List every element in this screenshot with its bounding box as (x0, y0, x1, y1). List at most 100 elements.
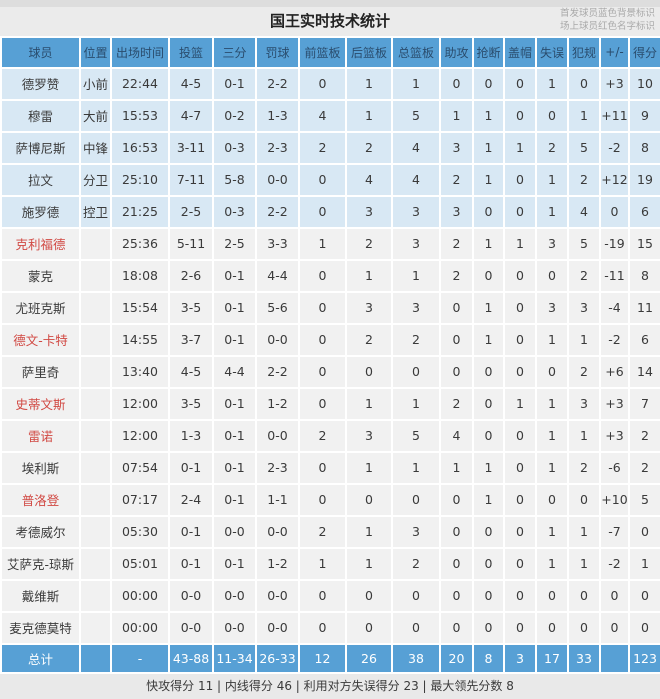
cell-three: 0-1 (212, 322, 257, 357)
cell-dreb: 2 (345, 226, 393, 261)
cell-blk: 1 (503, 226, 537, 261)
column-header-blk: 盖帽 (503, 35, 537, 69)
cell-stl: 1 (472, 290, 505, 325)
cell-position: 分卫 (79, 162, 112, 197)
cell-blk: 1 (503, 130, 537, 165)
cell-ast: 0 (439, 354, 474, 389)
cell-three: 4-4 (212, 354, 257, 389)
cell-position: 大前 (79, 98, 112, 133)
cell-ast: 2 (439, 162, 474, 197)
cell-plusminus: -4 (599, 290, 630, 325)
cell-pf: 2 (567, 162, 601, 197)
total-cell-ast: 20 (439, 642, 474, 674)
cell-fg: 3-5 (168, 290, 214, 325)
cell-tov: 1 (535, 418, 569, 453)
cell-blk: 0 (503, 578, 537, 613)
cell-ft: 0-0 (255, 514, 300, 549)
player-row: 麦克德莫特 00:00 0-0 0-0 0-0 0 0 0 0 0 0 0 0 0 0 (0, 610, 660, 645)
cell-tov: 0 (535, 610, 569, 645)
cell-tov: 0 (535, 482, 569, 517)
cell-blk: 0 (503, 98, 537, 133)
cell-player: 萨博尼斯 (0, 130, 81, 165)
cell-dreb: 0 (345, 354, 393, 389)
cell-blk: 0 (503, 322, 537, 357)
cell-fg: 0-1 (168, 450, 214, 485)
cell-pts: 14 (628, 354, 660, 389)
cell-plusminus: +3 (599, 386, 630, 421)
cell-dreb: 3 (345, 290, 393, 325)
legend-line-oncourt: 场上球员红色名字标识 (559, 20, 655, 32)
cell-pf: 3 (567, 290, 601, 325)
cell-stl: 1 (472, 98, 505, 133)
cell-plusminus: 0 (599, 610, 630, 645)
cell-ast: 0 (439, 66, 474, 101)
total-cell-pf: 33 (567, 642, 601, 674)
cell-ast: 2 (439, 226, 474, 261)
cell-player: 德文-卡特 (0, 322, 81, 357)
cell-pts: 1 (628, 546, 660, 581)
cell-pts: 0 (628, 578, 660, 613)
cell-fg: 2-5 (168, 194, 214, 229)
cell-stl: 1 (472, 322, 505, 357)
cell-treb: 3 (391, 290, 441, 325)
cell-player: 尤班克斯 (0, 290, 81, 325)
cell-treb: 1 (391, 66, 441, 101)
cell-oreb: 1 (298, 546, 347, 581)
cell-position (79, 226, 112, 261)
column-header-ft: 罚球 (255, 35, 300, 69)
cell-position (79, 482, 112, 517)
top-strip (0, 0, 660, 7)
cell-pts: 6 (628, 194, 660, 229)
cell-treb: 1 (391, 386, 441, 421)
cell-ast: 0 (439, 578, 474, 613)
total-cell-player: 总计 (0, 642, 81, 674)
cell-pts: 15 (628, 226, 660, 261)
cell-pts: 2 (628, 450, 660, 485)
column-header-ast: 助攻 (439, 35, 474, 69)
cell-tov: 1 (535, 546, 569, 581)
cell-pf: 5 (567, 226, 601, 261)
cell-fg: 3-7 (168, 322, 214, 357)
cell-tov: 1 (535, 514, 569, 549)
cell-three: 0-1 (212, 546, 257, 581)
cell-oreb: 0 (298, 482, 347, 517)
cell-pf: 5 (567, 130, 601, 165)
cell-treb: 1 (391, 450, 441, 485)
cell-minutes: 07:54 (110, 450, 170, 485)
cell-oreb: 0 (298, 162, 347, 197)
cell-minutes: 16:53 (110, 130, 170, 165)
cell-three: 2-5 (212, 226, 257, 261)
cell-stl: 0 (472, 354, 505, 389)
cell-pf: 2 (567, 450, 601, 485)
cell-treb: 2 (391, 322, 441, 357)
cell-three: 0-2 (212, 98, 257, 133)
cell-dreb: 2 (345, 130, 393, 165)
total-cell-pts: 123 (628, 642, 660, 674)
player-row: 普洛登 07:17 2-4 0-1 1-1 0 0 0 0 1 0 0 0 +10 5 (0, 482, 660, 517)
cell-dreb: 2 (345, 322, 393, 357)
cell-fg: 1-3 (168, 418, 214, 453)
cell-pf: 1 (567, 514, 601, 549)
cell-plusminus: -19 (599, 226, 630, 261)
cell-three: 0-1 (212, 418, 257, 453)
cell-blk: 0 (503, 354, 537, 389)
cell-pf: 3 (567, 386, 601, 421)
cell-fg: 4-7 (168, 98, 214, 133)
cell-three: 0-3 (212, 194, 257, 229)
cell-tov: 1 (535, 386, 569, 421)
cell-minutes: 15:54 (110, 290, 170, 325)
cell-oreb: 1 (298, 226, 347, 261)
total-cell-three: 11-34 (212, 642, 257, 674)
column-header-position: 位置 (79, 35, 112, 69)
cell-ft: 5-6 (255, 290, 300, 325)
column-header-tov: 失误 (535, 35, 569, 69)
cell-ast: 0 (439, 482, 474, 517)
cell-blk: 0 (503, 194, 537, 229)
cell-pf: 0 (567, 482, 601, 517)
cell-stl: 1 (472, 226, 505, 261)
cell-pts: 7 (628, 386, 660, 421)
cell-stl: 1 (472, 130, 505, 165)
table-header-row: 球员 位置 出场时间 投篮 三分 罚球 前篮板 后篮板 总篮板 助攻 抢断 盖帽 失误 犯规 +/- 得分 (0, 35, 660, 69)
cell-three: 0-1 (212, 258, 257, 293)
